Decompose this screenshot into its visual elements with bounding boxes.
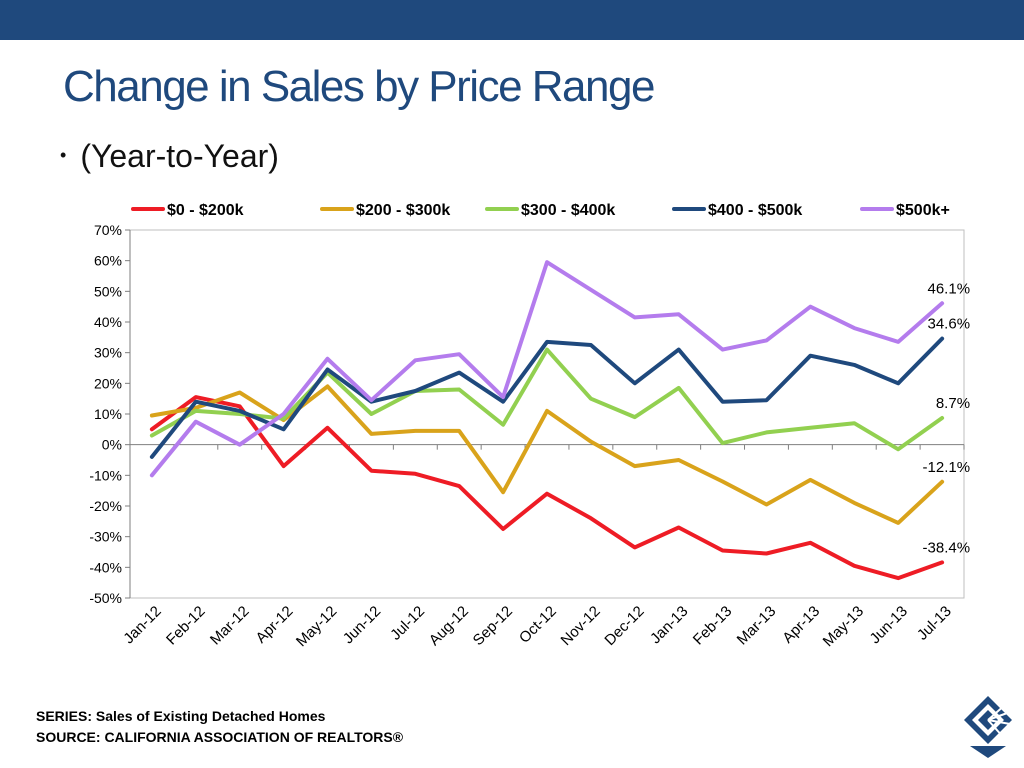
x-tick-label: Jan-12 [120, 603, 164, 647]
bullet-text: (Year-to-Year) [80, 138, 279, 174]
y-tick-label: 70% [94, 222, 122, 238]
legend-label: $400 - $500k [708, 202, 802, 219]
data-label: -38.4% [923, 539, 971, 556]
x-tick-label: Aug-12 [426, 603, 472, 649]
bullet-dot: • [60, 145, 67, 165]
series-line [149, 347, 945, 452]
x-tick-label: Apr-12 [253, 603, 297, 647]
series-line [149, 336, 945, 459]
footer-series: SERIES: Sales of Existing Detached Homes [36, 708, 326, 724]
x-tick-label: May-12 [293, 603, 340, 650]
x-tick-label: Feb-13 [690, 603, 736, 649]
y-tick-label: 10% [94, 406, 122, 422]
y-tick-label: 20% [94, 375, 122, 391]
x-tick-label: Feb-12 [163, 603, 209, 649]
x-tick-label: Nov-12 [558, 603, 604, 649]
x-tick-label: May-13 [820, 603, 867, 650]
data-label: -12.1% [923, 459, 971, 476]
data-label: 46.1% [928, 280, 971, 297]
legend-label: $200 - $300k [356, 202, 450, 219]
y-tick-label: 0% [102, 437, 122, 453]
y-tick-label: -10% [89, 467, 122, 483]
footer: SERIES: Sales of Existing Detached Homes… [36, 706, 403, 748]
slide-bullet: • (Year-to-Year) [60, 138, 279, 175]
legend-label: $300 - $400k [521, 202, 615, 219]
data-label: 34.6% [928, 316, 971, 333]
x-tick-label: Jul-13 [914, 603, 955, 644]
data-label: 8.7% [936, 395, 970, 412]
top-banner [0, 0, 1024, 40]
legend-label: $500k+ [896, 202, 950, 219]
y-tick-label: -40% [89, 559, 122, 575]
y-tick-label: -50% [89, 590, 122, 606]
footer-source: SOURCE: CALIFORNIA ASSOCIATION OF REALTO… [36, 729, 404, 745]
slide-title: Change in Sales by Price Range [63, 62, 655, 111]
y-tick-label: 60% [94, 253, 122, 269]
x-tick-label: Apr-13 [779, 603, 823, 647]
x-tick-label: Jun-13 [867, 603, 911, 647]
x-tick-label: Jan-13 [647, 603, 691, 647]
series-line [149, 395, 945, 581]
x-tick-label: Jun-12 [340, 603, 384, 647]
x-tick-label: Jul-12 [387, 603, 428, 644]
y-tick-label: 40% [94, 314, 122, 330]
x-tick-label: Oct-12 [516, 603, 560, 647]
series-line [149, 260, 945, 478]
y-tick-label: -30% [89, 529, 122, 545]
x-tick-label: Mar-12 [207, 603, 253, 649]
y-tick-label: -20% [89, 498, 122, 514]
car-logo-icon [964, 696, 1012, 758]
x-tick-label: Sep-12 [470, 603, 516, 649]
x-tick-label: Mar-13 [734, 603, 780, 649]
legend-label: $0 - $200k [167, 202, 244, 219]
y-tick-label: 30% [94, 345, 122, 361]
y-tick-label: 50% [94, 283, 122, 299]
x-tick-label: Dec-12 [601, 603, 647, 649]
line-chart: 70% 60% 50% 40% 30% 20% 10% 0% -10% -20% -30% -40% -… [89, 202, 971, 650]
